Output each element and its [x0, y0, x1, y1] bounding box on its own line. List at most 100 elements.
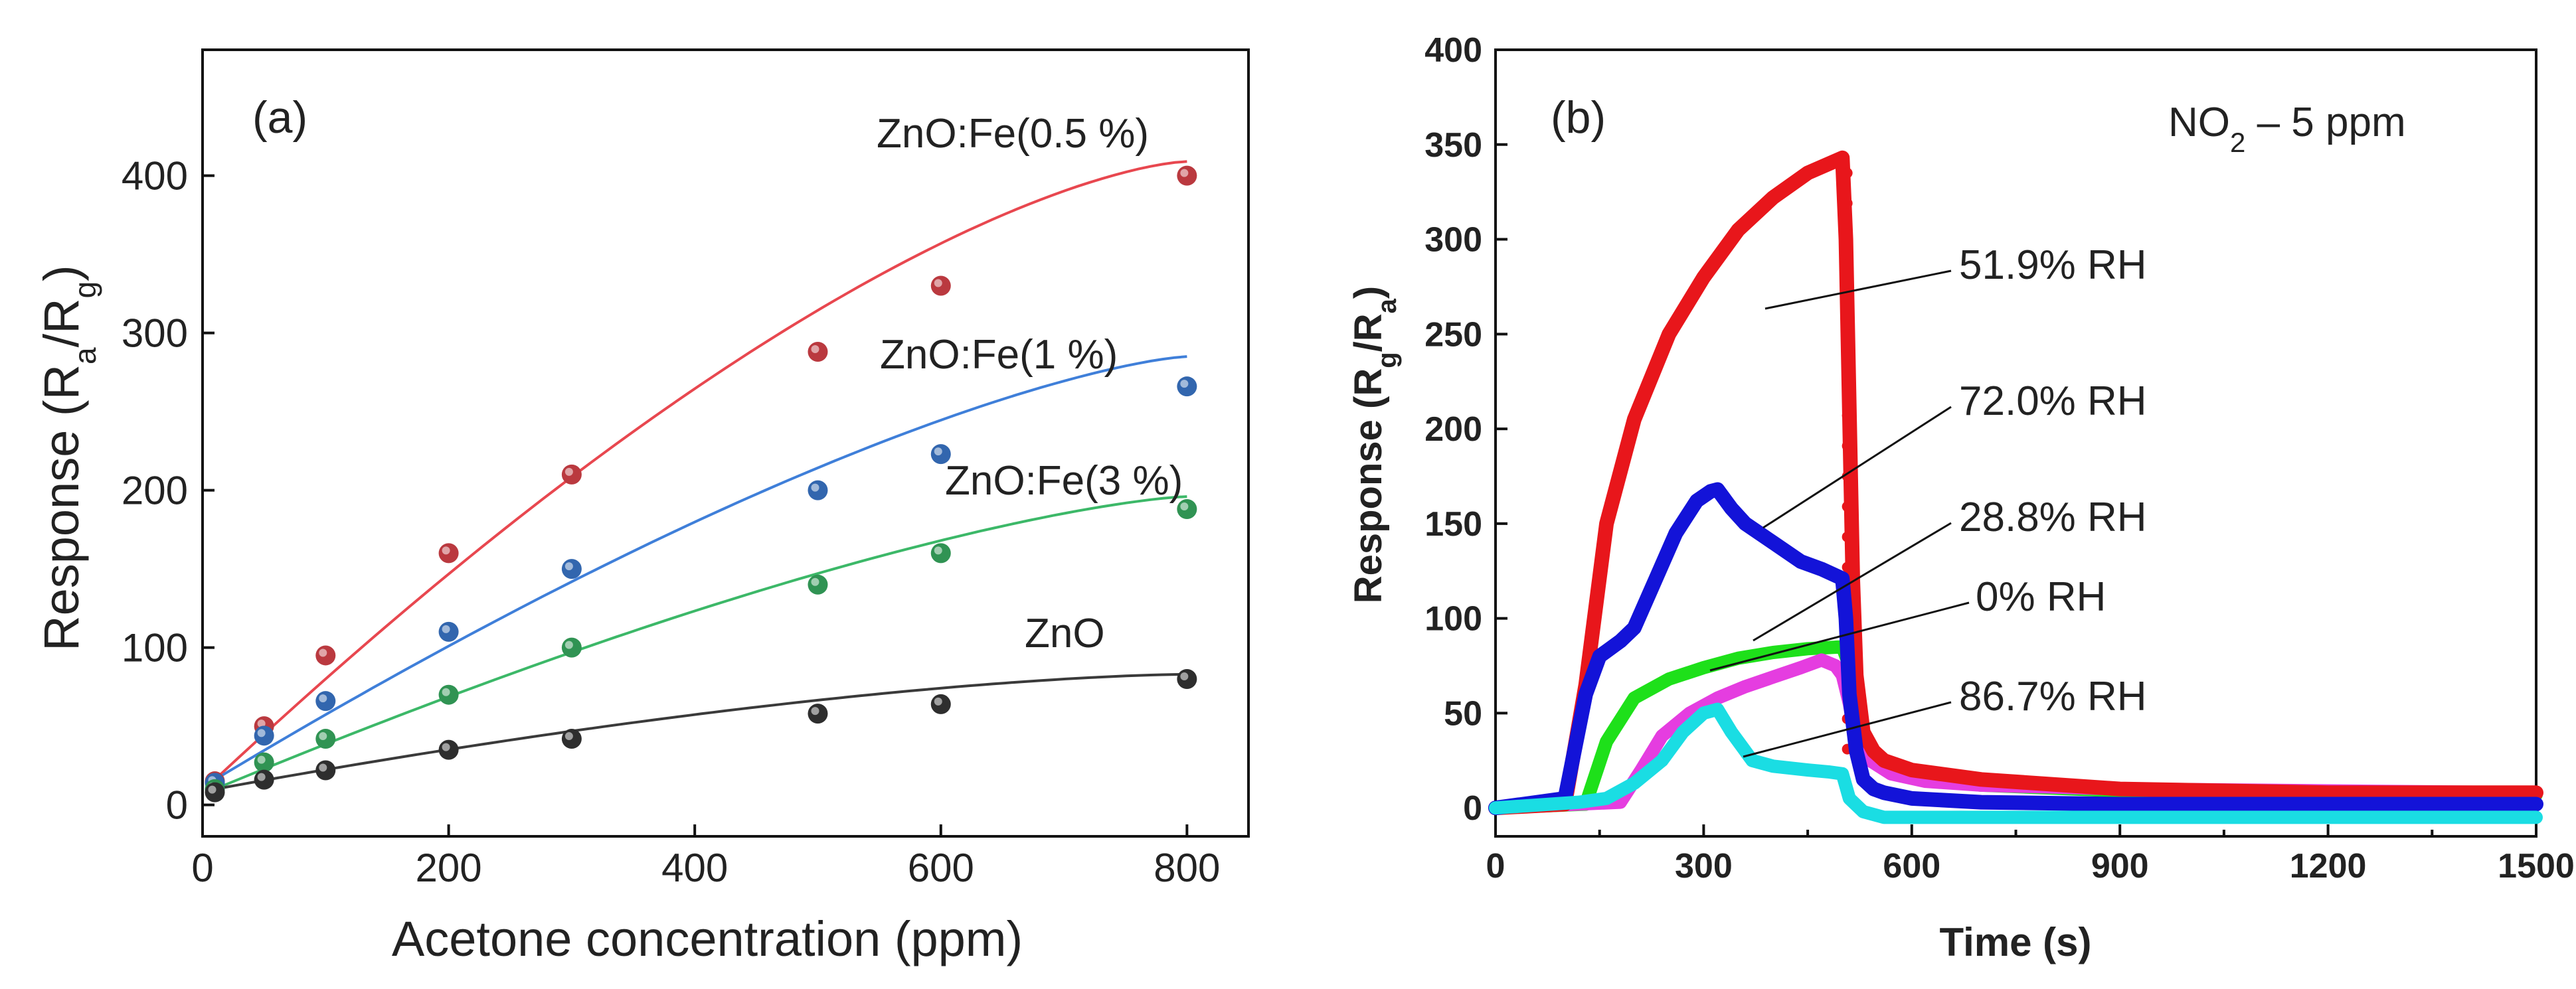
- panel-b-label: (b): [1551, 92, 1606, 143]
- series-drop-dot: [1842, 471, 1853, 482]
- panel-b-ticks: 0 300 600 900 1200 1500 0 50 100 150 200 250 300 350 4…: [1424, 31, 2575, 885]
- data-point-highlight: [811, 707, 819, 716]
- legend-znofe1: ZnO:Fe(1 %): [880, 332, 1118, 378]
- panel-a-x-tick-label: 600: [908, 846, 974, 890]
- panel-a-x-tick-label: 200: [416, 846, 482, 890]
- panel-b-x-tick-label: 1200: [2290, 847, 2367, 885]
- panel-b-x-tick-label: 300: [1675, 847, 1733, 885]
- panel-a-y-tick-label: 100: [122, 626, 188, 670]
- data-point-highlight: [442, 625, 450, 633]
- legend-znofe3: ZnO:Fe(3 %): [945, 458, 1183, 504]
- leader-28-8: [1753, 522, 1952, 642]
- data-point-highlight: [319, 648, 327, 657]
- data-point-highlight: [319, 694, 327, 703]
- series-drop-dot: [1842, 319, 1853, 331]
- series-drop-dot: [1842, 531, 1853, 542]
- panel-a-chart: 0 200 400 600 800 0 100 200 300 400 (a) ZnO:Fe(0.…: [34, 48, 1250, 966]
- panel-b-gas-annotation: NO2 – 5 ppm: [2168, 100, 2406, 158]
- panel-b-y-tick-label: 400: [1424, 31, 1482, 70]
- data-point-highlight: [934, 697, 942, 706]
- panel-a-x-tick-label: 800: [1154, 846, 1220, 890]
- label-28-8-rh: 28.8% RH: [1959, 495, 2147, 540]
- legend-zno: ZnO: [1025, 611, 1105, 656]
- panel-b-y-tick-label: 350: [1424, 126, 1482, 165]
- data-point-highlight: [564, 562, 573, 571]
- series-drop-dot: [1842, 167, 1853, 179]
- panel-b-x-axis-label: Time (s): [1940, 920, 2092, 964]
- panel-b-y-tick-label: 200: [1424, 410, 1482, 449]
- data-point-highlight: [934, 279, 942, 287]
- data-point-highlight: [1180, 380, 1189, 388]
- data-point-highlight: [934, 546, 942, 555]
- series-line-4: [1489, 702, 2543, 824]
- series-drop-dot: [1842, 501, 1853, 512]
- data-point-highlight: [1180, 502, 1189, 511]
- label-0-rh: 0% RH: [1976, 574, 2106, 620]
- series-line-1: [1488, 482, 2543, 816]
- panel-a-x-tick-label: 0: [191, 846, 213, 890]
- data-point-highlight: [257, 755, 266, 764]
- panel-a-ticks: 0 200 400 600 800 0 100 200 300 400: [122, 154, 1221, 890]
- leader-0: [1709, 601, 1970, 672]
- series-drop-dot: [1842, 198, 1853, 209]
- panel-b-y-tick-label: 0: [1463, 789, 1482, 828]
- data-point-highlight: [1180, 169, 1189, 177]
- series-drop-dot: [1842, 410, 1853, 421]
- fit-curve-1: [214, 355, 1187, 781]
- data-point-highlight: [257, 729, 266, 737]
- data-point-highlight: [319, 763, 327, 772]
- data-point-highlight: [564, 641, 573, 649]
- panel-b-chart: 0 300 600 900 1200 1500 0 50 100 150 200 250 300 350 4…: [1347, 31, 2575, 964]
- panel-a-y-axis-label: Response (Ra/Rg): [34, 265, 102, 651]
- leader-72-0: [1762, 406, 1952, 529]
- legend-znofe05: ZnO:Fe(0.5 %): [877, 111, 1149, 157]
- series-line-0: [1488, 150, 2543, 816]
- data-point-highlight: [442, 546, 450, 555]
- label-51-9-rh: 51.9% RH: [1959, 242, 2147, 288]
- data-point-highlight: [257, 720, 266, 728]
- fit-curve-2: [214, 495, 1187, 791]
- panel-b-series: [1488, 150, 2543, 824]
- panel-a-y-tick-label: 0: [166, 783, 188, 828]
- data-point-highlight: [442, 688, 450, 696]
- panel-a-fit-curves: [214, 160, 1187, 791]
- panel-a-x-axis-label: Acetone concentration (ppm): [392, 911, 1023, 966]
- panel-a-y-tick-label: 300: [122, 311, 188, 356]
- data-point-highlight: [811, 345, 819, 354]
- data-point-highlight: [1180, 672, 1189, 680]
- data-point-highlight: [811, 577, 819, 586]
- fit-curve-3: [215, 672, 1187, 791]
- series-drop-dot: [1842, 349, 1853, 360]
- series-drop-dot: [1842, 562, 1853, 573]
- panel-b-y-axis-label: Response (Rg/Ra): [1347, 286, 1402, 604]
- series-drop-dot: [1842, 258, 1853, 269]
- label-72-0-rh: 72.0% RH: [1959, 378, 2147, 424]
- leader-51-9: [1764, 269, 1952, 310]
- data-point-highlight: [811, 483, 819, 492]
- panel-b-y-tick-label: 50: [1444, 694, 1482, 733]
- panel-b-y-tick-label: 300: [1424, 221, 1482, 260]
- panel-a-plot-frame: [201, 48, 1250, 838]
- panel-a-y-tick-label: 200: [122, 469, 188, 513]
- data-point-highlight: [564, 732, 573, 741]
- data-point-highlight: [442, 743, 450, 751]
- label-86-7-rh: 86.7% RH: [1959, 674, 2147, 720]
- panel-b-x-tick-label: 1500: [2498, 847, 2575, 885]
- series-drop-dot: [1842, 228, 1853, 239]
- series-drop-dot: [1842, 440, 1853, 451]
- data-point-highlight: [208, 785, 216, 794]
- data-point-highlight: [319, 732, 327, 741]
- panel-b-y-tick-label: 250: [1424, 315, 1482, 354]
- data-point-highlight: [257, 773, 266, 781]
- fit-curve-0: [214, 160, 1187, 781]
- panel-b-y-tick-label: 100: [1424, 600, 1482, 639]
- panel-a-data-points: [205, 165, 1197, 802]
- series-drop-dot: [1842, 380, 1853, 391]
- panel-b-x-tick-label: 900: [2091, 847, 2149, 885]
- data-point-highlight: [564, 467, 573, 476]
- panel-a-label: (a): [252, 92, 307, 143]
- panel-a-x-tick-label: 400: [661, 846, 728, 890]
- panel-b-x-tick-label: 0: [1486, 847, 1505, 885]
- panel-b-y-tick-label: 150: [1424, 505, 1482, 544]
